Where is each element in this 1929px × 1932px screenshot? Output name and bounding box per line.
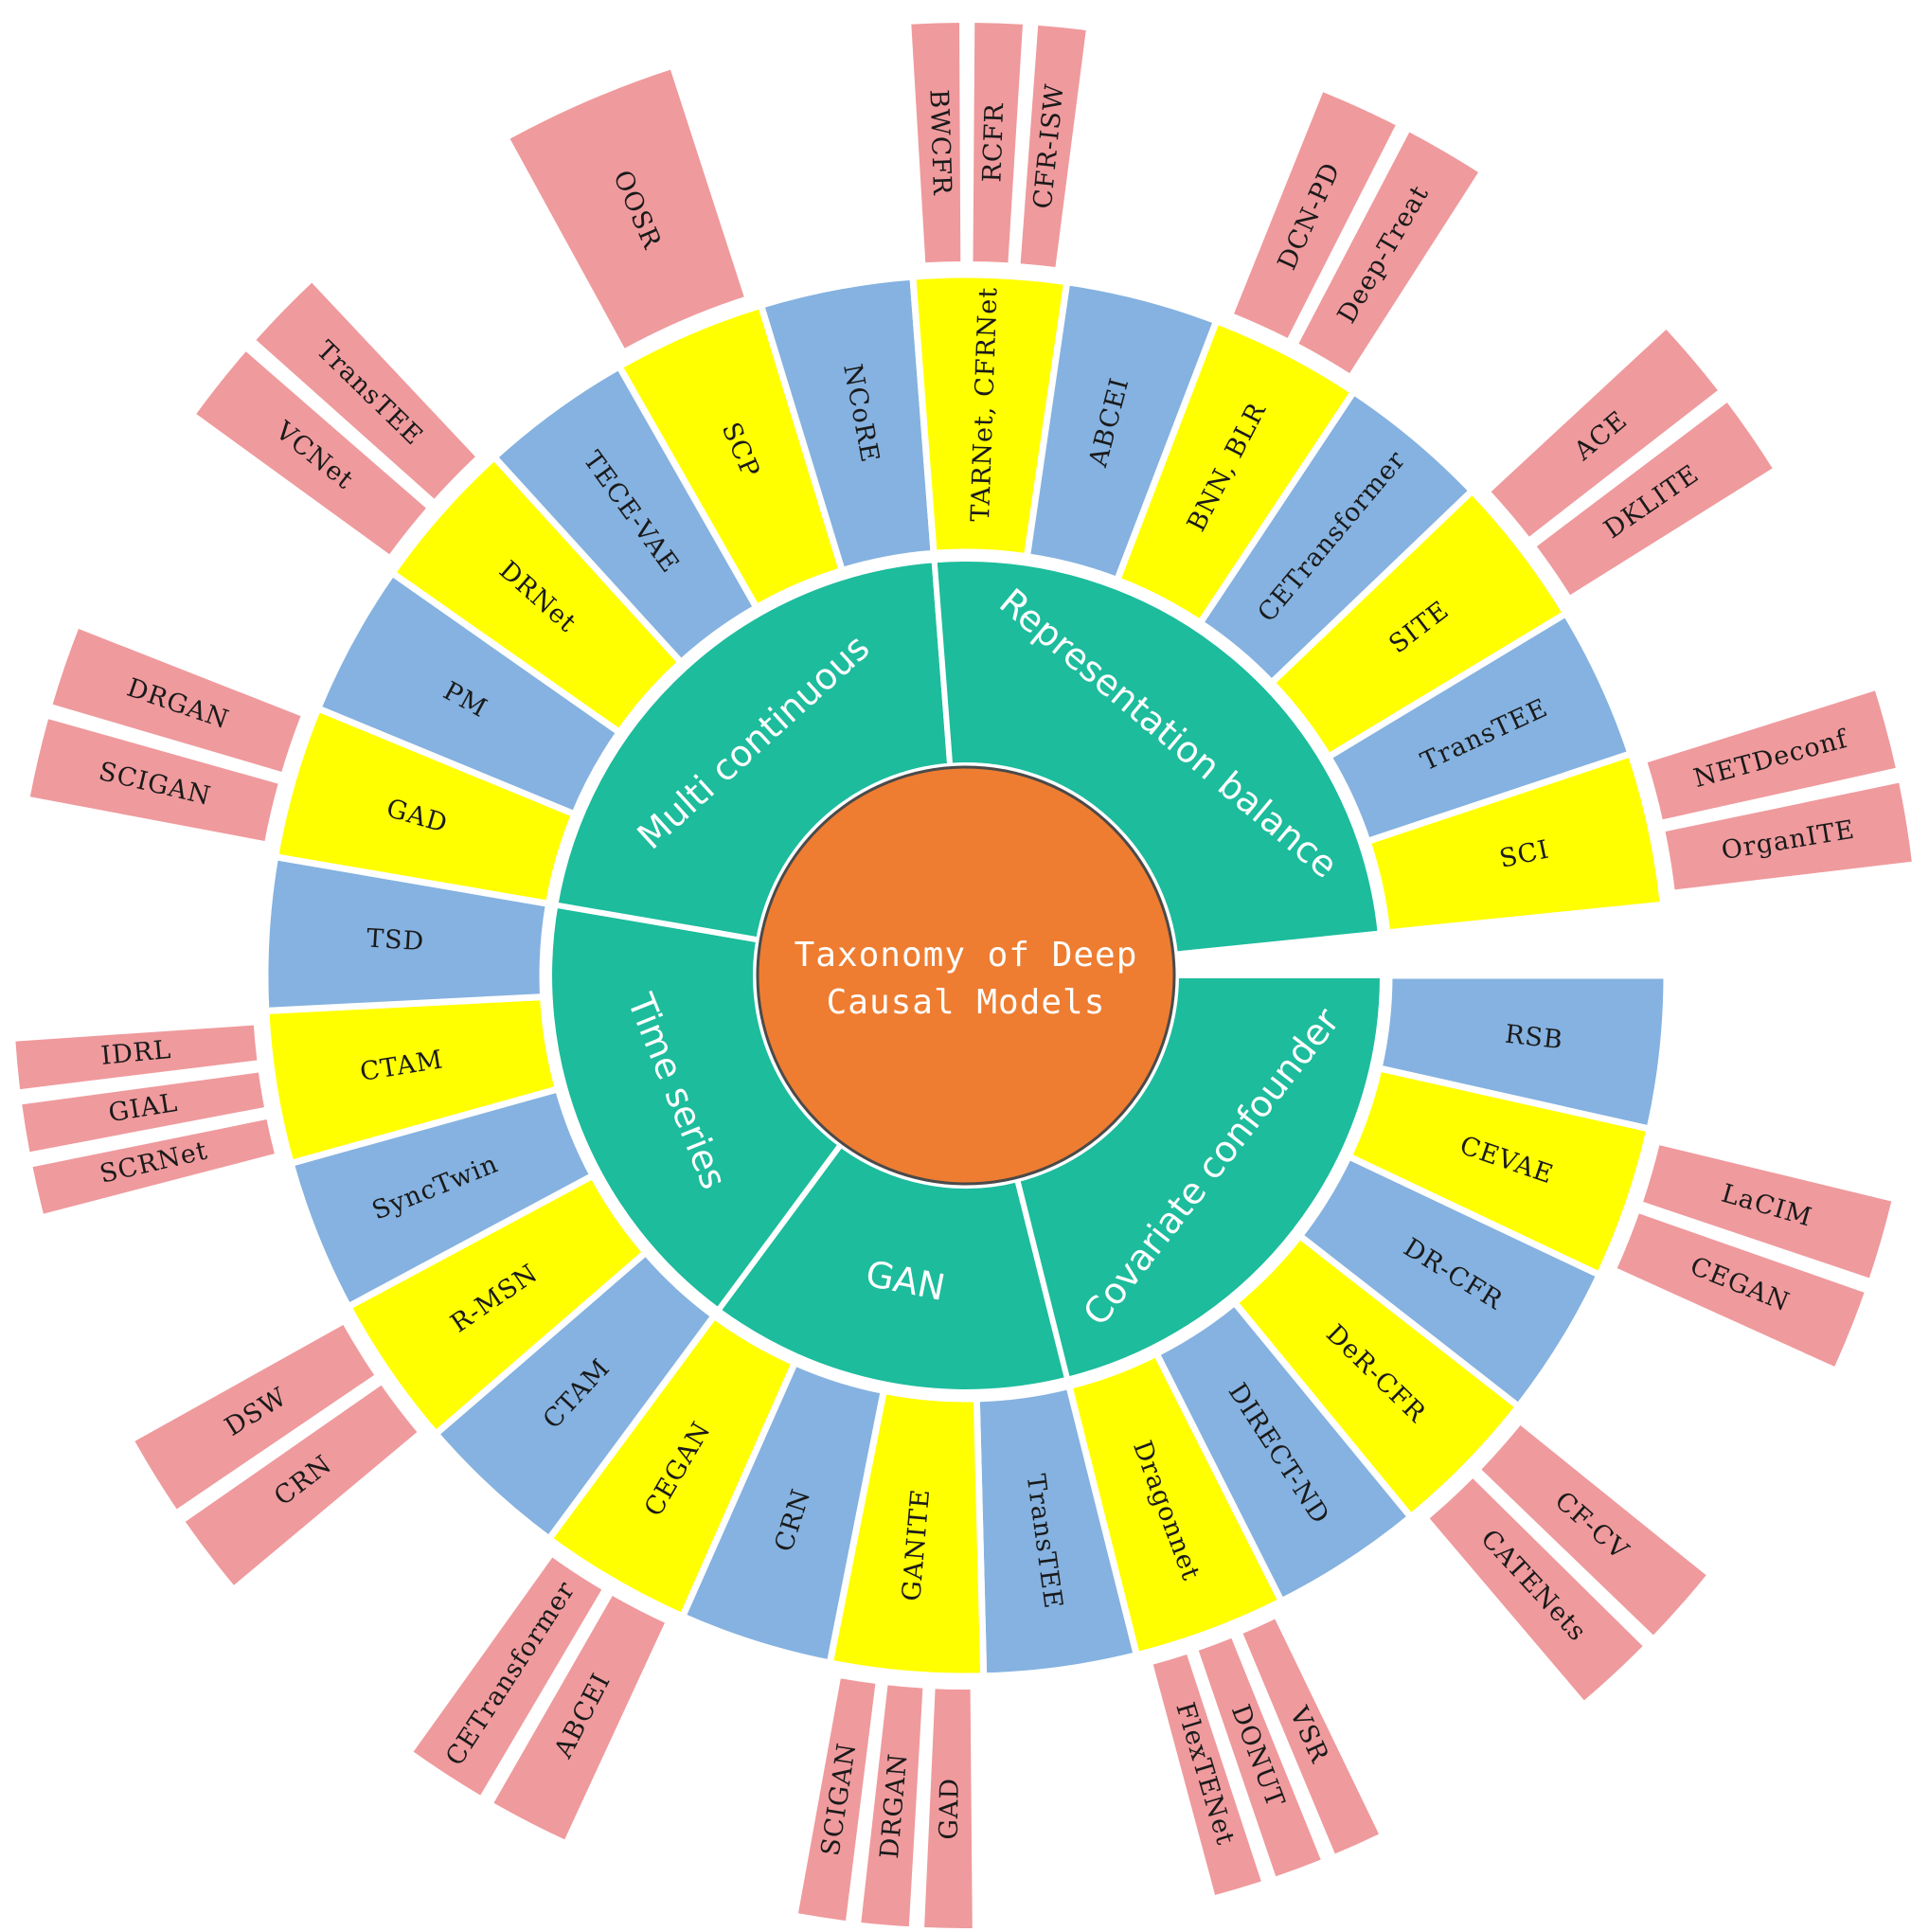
title-line-1: Taxonomy of Deep [795, 936, 1138, 975]
related-box-abcei [488, 1590, 670, 1845]
category-representation-balance [931, 556, 1384, 957]
related-box-lacim [1638, 1140, 1897, 1283]
related-box-scrnet [27, 1115, 279, 1219]
model-ring: RSBCEVAEDR-CFRDeR-CFRDIRECT-NDDragonnetT… [261, 271, 1670, 1680]
related-box-vsr [1238, 1614, 1384, 1859]
related-box-dsw [129, 1319, 380, 1514]
related-label-bwcfr: BWCFR [923, 89, 956, 196]
related-label-rcfr: RCFR [977, 102, 1009, 183]
related-box-oosr [505, 64, 749, 354]
category-gan [714, 1140, 1071, 1395]
related-box-flextenet [1148, 1649, 1266, 1900]
model-segment-sci [1363, 749, 1668, 937]
category-time-series [546, 902, 846, 1315]
related-box-dklite [1531, 397, 1778, 600]
related-box-gad [920, 1685, 976, 1932]
related-box-deep-treat [1294, 127, 1484, 379]
category-multi-continuous [551, 557, 954, 943]
related-box-donut [1193, 1633, 1326, 1882]
model-label-tsd: TSD [366, 924, 425, 957]
related-box-bwcfr [907, 18, 965, 267]
related-box-transtee [250, 277, 481, 505]
related-box-dcn-pd [1228, 87, 1402, 344]
related-box-rcfr [969, 18, 1027, 267]
related-box-drgan [856, 1681, 927, 1931]
related-box-gial [17, 1068, 269, 1156]
related-box-cegan [1612, 1208, 1869, 1372]
related-box-cetransformer [408, 1552, 607, 1801]
related-box-scigan [26, 714, 283, 846]
title-line-2: Causal Models [827, 983, 1106, 1022]
related-box-cfr-isw [1016, 21, 1091, 272]
related-box-drgan [47, 623, 306, 777]
related-box-vcnet [190, 346, 432, 560]
related-box-ace [1485, 324, 1724, 543]
model-label-rsb: RSB [1504, 1020, 1565, 1056]
related-label-idrl: IDRL [99, 1035, 172, 1071]
related-methods-ring: LaCIMCEGANCF-CVCATENetsVSRDONUTFlexTENet… [11, 18, 1917, 1932]
center-circle [756, 765, 1176, 1186]
related-box-cf-cv [1475, 1420, 1712, 1641]
related-box-crn [180, 1380, 422, 1591]
related-box-organite [1660, 778, 1917, 894]
related-label-gad: GAD [935, 1778, 965, 1840]
related-box-catenets [1424, 1473, 1649, 1707]
category-covariate-confounder [1013, 973, 1386, 1384]
related-box-scigan [794, 1673, 880, 1925]
related-box-netdeconf [1642, 686, 1901, 824]
related-box-idrl [11, 1021, 261, 1094]
center-hub: Taxonomy of Deep Causal Models [756, 765, 1176, 1186]
